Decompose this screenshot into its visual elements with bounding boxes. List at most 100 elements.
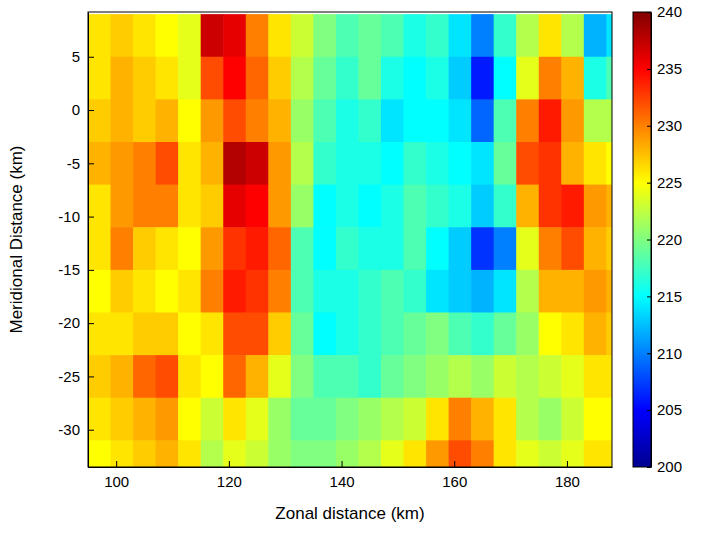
colorbar-tick: 230 — [647, 117, 682, 134]
heatmap-cell — [133, 398, 156, 441]
heatmap-cell — [606, 142, 612, 185]
heatmap-cell — [336, 142, 359, 185]
x-tick: 140 — [330, 461, 355, 490]
heatmap-cell — [516, 312, 539, 355]
heatmap-cell — [404, 57, 427, 100]
heatmap-cell — [449, 355, 472, 398]
y-tick: -5 — [67, 155, 94, 172]
heatmap-cell — [88, 185, 111, 228]
heatmap-cell — [246, 227, 269, 270]
heatmap-cell — [111, 14, 134, 57]
heatmap-cell — [561, 398, 584, 441]
heatmap-cell — [539, 355, 562, 398]
heatmap-cell — [381, 312, 404, 355]
heatmap-cell — [246, 440, 269, 467]
x-tick-label: 180 — [555, 473, 580, 490]
heatmap-cell — [88, 99, 111, 142]
heatmap-cell — [404, 270, 427, 313]
heatmap-cell — [381, 185, 404, 228]
y-tick: 0 — [72, 101, 94, 118]
heatmap-cell — [606, 312, 612, 355]
heatmap-cell — [584, 227, 607, 270]
colorbar-tick-mark — [647, 12, 651, 13]
colorbar-tick-label: 205 — [657, 401, 682, 418]
heatmap-cell — [539, 312, 562, 355]
x-tick-label: 120 — [217, 473, 242, 490]
heatmap-cell — [133, 355, 156, 398]
colorbar-axis: 200205210215220225230235240 — [647, 3, 682, 475]
heatmap-cell — [268, 312, 291, 355]
heatmap-cells — [88, 14, 612, 467]
heatmap-cell — [561, 440, 584, 467]
heatmap-cell — [268, 440, 291, 467]
heatmap-cell — [111, 355, 134, 398]
heatmap-cell — [313, 14, 336, 57]
heatmap-cell — [426, 312, 449, 355]
heatmap-cell — [358, 440, 381, 467]
colorbar-tick-label: 230 — [657, 117, 682, 134]
colorbar-tick-mark — [647, 353, 651, 354]
y-tick: -20 — [58, 314, 94, 331]
heatmap-cell — [178, 440, 201, 467]
heatmap-cell — [606, 398, 612, 441]
colorbar-tick-label: 225 — [657, 174, 682, 191]
heatmap-cell — [201, 312, 224, 355]
colorbar-tick: 240 — [647, 3, 682, 20]
heatmap-cell — [404, 312, 427, 355]
y-tick-mark — [88, 376, 94, 377]
heatmap-cell — [381, 227, 404, 270]
heatmap-cell — [201, 227, 224, 270]
heatmap-cell — [246, 14, 269, 57]
heatmap-cell — [516, 270, 539, 313]
heatmap-cell — [313, 227, 336, 270]
heatmap-cell — [246, 355, 269, 398]
heatmap-cell — [246, 57, 269, 100]
y-tick-label: -20 — [58, 314, 80, 331]
colorbar-tick-label: 240 — [657, 3, 682, 20]
heatmap-cell — [156, 57, 179, 100]
x-tick: 160 — [442, 461, 467, 490]
heatmap-cell — [516, 355, 539, 398]
heatmap-cell — [291, 440, 314, 467]
heatmap-cell — [178, 14, 201, 57]
heatmap-cell — [404, 185, 427, 228]
heatmap-cell — [426, 99, 449, 142]
heatmap-cell — [539, 14, 562, 57]
colorbar-tick-mark — [647, 183, 651, 184]
heatmap-cell — [539, 57, 562, 100]
y-tick-label: -10 — [58, 208, 80, 225]
colorbar-tick-mark — [647, 296, 651, 297]
x-tick-label: 160 — [442, 473, 467, 490]
heatmap-cell — [494, 185, 517, 228]
heatmap-cell — [223, 355, 246, 398]
heatmap-cell — [471, 355, 494, 398]
heatmap-cell — [494, 398, 517, 441]
y-tick-label: -5 — [67, 155, 80, 172]
y-tick: -30 — [58, 421, 94, 438]
heatmap-cell — [494, 227, 517, 270]
heatmap-cell — [223, 440, 246, 467]
heatmap-cell — [426, 227, 449, 270]
heatmap-cell — [336, 14, 359, 57]
heatmap-cell — [88, 312, 111, 355]
heatmap-cell — [88, 398, 111, 441]
heatmap-cell — [291, 270, 314, 313]
heatmap-cell — [156, 355, 179, 398]
heatmap-cell — [313, 398, 336, 441]
heatmap-cell — [223, 57, 246, 100]
heatmap-cell — [584, 185, 607, 228]
heatmap-cell — [426, 270, 449, 313]
plot-frame — [88, 12, 612, 467]
heatmap-cell — [494, 99, 517, 142]
x-tick: 180 — [555, 461, 580, 490]
heatmap-cell — [358, 398, 381, 441]
colorbar-tick-label: 235 — [657, 60, 682, 77]
y-axis-line — [88, 13, 89, 468]
heatmap-cell — [313, 355, 336, 398]
heatmap-cell — [449, 142, 472, 185]
heatmap-cell — [133, 270, 156, 313]
heatmap-cell — [201, 440, 224, 467]
heatmap-cell — [449, 227, 472, 270]
heatmap-cell — [201, 57, 224, 100]
heatmap-cell — [449, 312, 472, 355]
